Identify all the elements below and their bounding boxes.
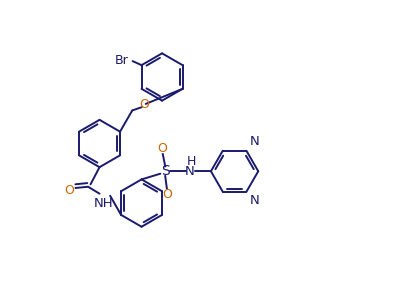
- Text: S: S: [161, 164, 170, 178]
- Text: O: O: [162, 188, 172, 201]
- Text: Br: Br: [115, 54, 129, 67]
- Text: H: H: [187, 155, 196, 168]
- Text: O: O: [64, 183, 74, 197]
- Text: O: O: [157, 142, 167, 155]
- Text: N: N: [250, 135, 259, 148]
- Text: N: N: [185, 165, 195, 178]
- Text: NH: NH: [94, 197, 113, 210]
- Text: N: N: [250, 194, 259, 207]
- Text: O: O: [140, 98, 150, 111]
